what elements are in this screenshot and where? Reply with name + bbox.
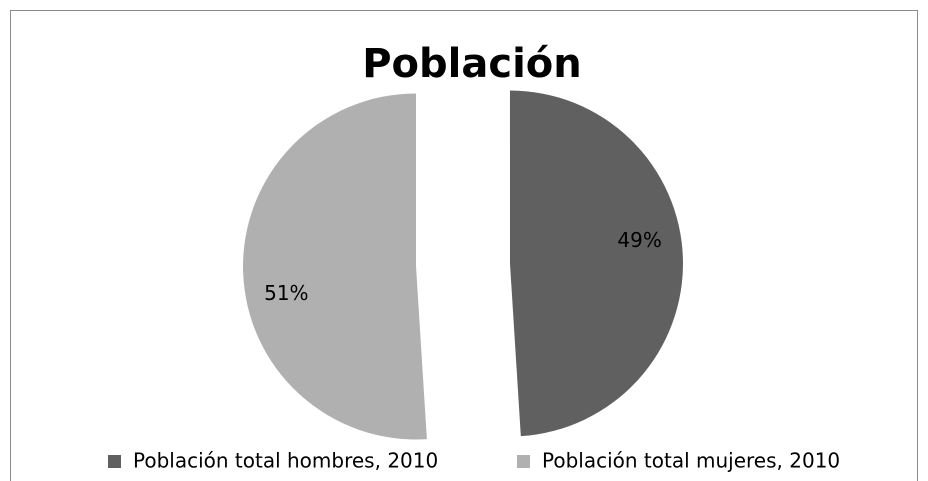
chart-title: Población bbox=[362, 41, 582, 87]
legend-label: Población total mujeres, 2010 bbox=[542, 449, 840, 473]
legend-swatch bbox=[517, 455, 530, 468]
legend-swatch bbox=[108, 455, 121, 468]
pie-slice bbox=[243, 93, 427, 440]
pie-slice bbox=[509, 90, 683, 437]
data-label: 49% bbox=[617, 228, 661, 252]
data-label: 51% bbox=[264, 281, 308, 305]
legend-label: Población total hombres, 2010 bbox=[133, 449, 438, 473]
chart-border bbox=[10, 10, 918, 481]
